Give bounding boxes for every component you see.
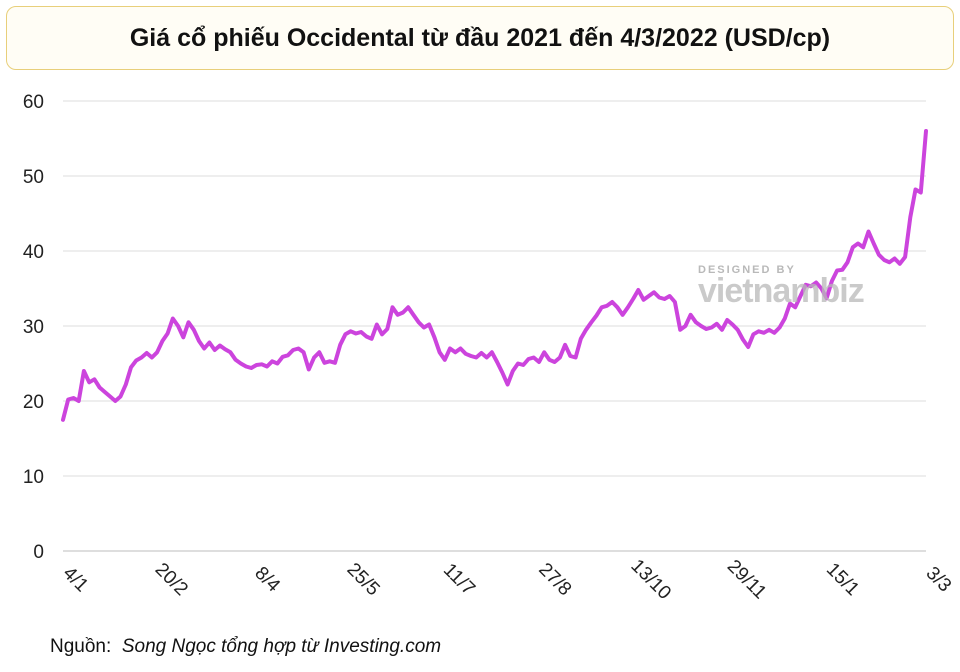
x-tick-label: 29/11 (723, 556, 770, 603)
x-tick-label: 8/4 (250, 563, 284, 597)
source-text: Song Ngọc tổng hợp từ Investing.com (121, 636, 442, 657)
x-tick-label: 4/1 (59, 563, 93, 597)
y-tick-label: 10 (23, 467, 44, 488)
y-axis-ticks: 0 10 20 30 40 50 60 (23, 92, 44, 563)
x-tick-label: 20/2 (151, 559, 192, 600)
watermark-designed-by: DESIGNED BY (698, 264, 796, 276)
y-tick-label: 30 (23, 317, 44, 338)
x-tick-label: 25/5 (343, 559, 384, 600)
source-label: Nguồn: (50, 636, 112, 657)
y-tick-label: 50 (23, 167, 44, 188)
x-tick-label: 27/8 (534, 559, 575, 600)
x-tick-label: 15/1 (822, 559, 863, 600)
watermark: DESIGNED BY vietnambiz (698, 264, 865, 311)
y-tick-label: 40 (23, 242, 44, 263)
watermark-brand: vietnambiz (698, 272, 865, 310)
y-tick-label: 0 (33, 542, 44, 563)
series-line-occidental (61, 129, 928, 422)
source-note: Nguồn: Song Ngọc tổng hợp từ Investing.c… (50, 636, 441, 658)
x-tick-label: 13/10 (626, 555, 674, 603)
x-tick-label: 3/3 (922, 563, 956, 597)
chart-title-box: Giá cổ phiếu Occidental từ đầu 2021 đến … (6, 6, 954, 70)
x-axis-ticks: 4/1 20/2 8/4 25/5 11/7 27/8 13/10 29/11 15/1 3/3 (59, 555, 956, 603)
y-tick-label: 20 (23, 392, 44, 413)
x-tick-label: 11/7 (439, 560, 479, 600)
chart-title: Giá cổ phiếu Occidental từ đầu 2021 đến … (129, 23, 831, 52)
y-tick-label: 60 (23, 92, 44, 113)
